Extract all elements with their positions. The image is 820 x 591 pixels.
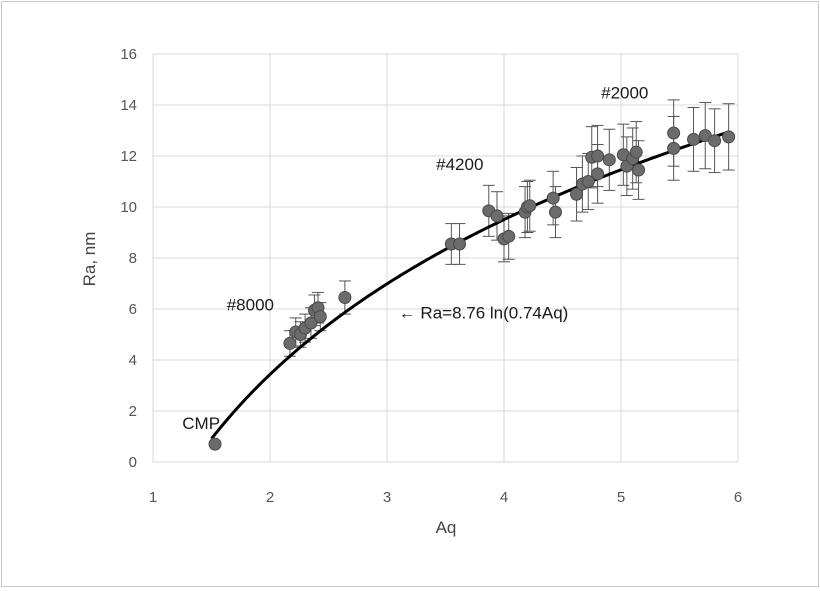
y-tick-label: 0 xyxy=(129,454,137,471)
data-point xyxy=(667,141,681,155)
annotation-label: CMP xyxy=(182,414,220,433)
annotation-label: #4200 xyxy=(436,155,483,174)
data-point xyxy=(708,134,722,148)
data-point xyxy=(453,237,467,251)
x-tick-label: 6 xyxy=(734,489,742,506)
y-tick-label: 6 xyxy=(129,301,137,318)
data-point xyxy=(523,199,537,213)
data-point xyxy=(490,209,504,223)
data-point xyxy=(283,336,297,350)
y-tick-label: 16 xyxy=(120,46,137,63)
data-point xyxy=(338,291,352,305)
x-axis-title: Aq xyxy=(436,518,457,537)
data-point xyxy=(602,153,616,167)
fit-curve xyxy=(210,131,727,440)
y-tick-label: 8 xyxy=(129,250,137,267)
gridlines xyxy=(152,53,739,463)
x-tick-label: 5 xyxy=(617,489,625,506)
x-tick-label: 4 xyxy=(500,489,508,506)
data-point xyxy=(546,191,560,205)
annotation-label: #2000 xyxy=(601,84,648,103)
x-tick-label: 1 xyxy=(149,489,157,506)
y-tick-label: 10 xyxy=(120,199,137,216)
data-point xyxy=(548,205,562,219)
x-tick-label: 2 xyxy=(266,489,274,506)
data-point xyxy=(629,145,643,159)
y-tick-label: 4 xyxy=(129,352,137,369)
y-tick-label: 2 xyxy=(129,403,137,420)
data-point xyxy=(632,163,646,177)
x-tick-label: 3 xyxy=(383,489,391,506)
data-point xyxy=(722,130,736,144)
y-tick-label: 14 xyxy=(120,97,137,114)
data-point xyxy=(687,132,701,146)
data-point xyxy=(570,187,584,201)
data-point xyxy=(581,175,595,188)
data-point xyxy=(304,316,318,330)
fit-equation-label: ← Ra=8.76 ln(0.74Aq) xyxy=(399,304,569,323)
data-points xyxy=(208,126,736,451)
data-point xyxy=(667,126,681,140)
data-point xyxy=(502,229,516,243)
data-point xyxy=(591,149,605,163)
data-point xyxy=(208,437,222,451)
annotations: ← Ra=8.76 ln(0.74Aq) CMP #8000 #4200 #2000 xyxy=(182,84,648,433)
data-point xyxy=(313,310,327,324)
y-axis-title: Ra, nm xyxy=(80,232,99,287)
data-point xyxy=(591,167,605,181)
annotation-label: #8000 xyxy=(227,295,274,314)
fit-curve-layer xyxy=(210,131,727,440)
y-tick-label: 12 xyxy=(120,148,137,165)
